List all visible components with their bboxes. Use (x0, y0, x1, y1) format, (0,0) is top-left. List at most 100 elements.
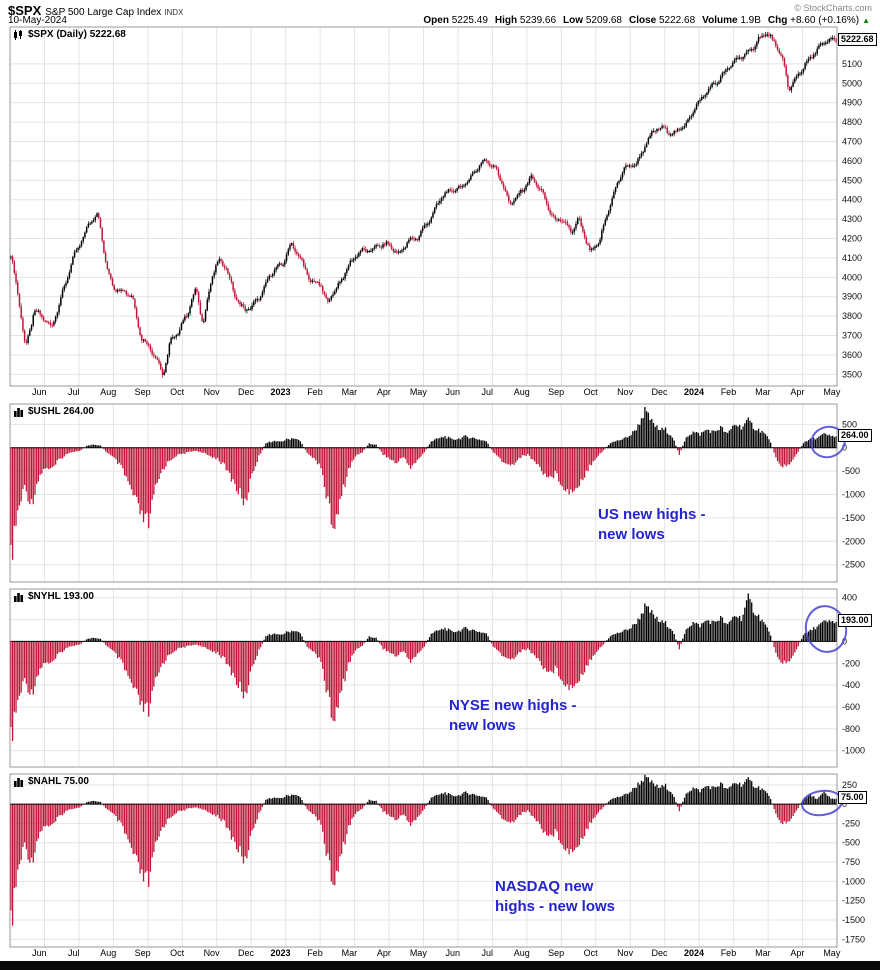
spx-y-tick: 5100 (842, 59, 862, 69)
month-label: May (823, 387, 841, 397)
quote-field-value: 5209.68 (583, 15, 622, 26)
copyright-text: © StockCharts.com (794, 3, 872, 13)
index-name: S&P 500 Large Cap Index (45, 7, 162, 18)
month-label: Sep (134, 387, 151, 397)
legend-nahl-text: $NAHL 75.00 (28, 776, 89, 787)
nahl-y-tick: -1750 (842, 934, 865, 944)
annotation-nyhl-line2: new lows (449, 717, 516, 734)
quote-field-value: 1.9B (737, 15, 761, 26)
spx-panel: 5100 5000 4900 4800 4700 4600 4500 4400 4300 4200… (9, 26, 862, 387)
price-label-ushl: 264.00 (838, 429, 872, 442)
ushl-y-tick: -2500 (842, 560, 865, 570)
month-label: May (823, 948, 841, 958)
month-label: Apr (790, 387, 805, 397)
month-label: Jul (481, 387, 493, 397)
month-label: Mar (755, 387, 771, 397)
x-axis-months-bottom: Jun Jul Aug Sep Oct Nov Dec 2023 Feb Mar Apr May Jun… (0, 948, 880, 962)
annotation-ushl-line1: US new highs - (598, 506, 706, 523)
nahl-panel: 250 0 -250 -500 -750 -1000 -1250 -1500 -1750 (9, 773, 865, 948)
month-label: Jun (32, 948, 47, 958)
month-label: Sep (548, 948, 565, 958)
quote-field-label: Close (628, 15, 657, 26)
quote-row: 10-May-2024 Open 5225.49 High 5239.66 Low … (8, 15, 872, 27)
chart-header: $SPX S&P 500 Large Cap Index INDX © StockC… (8, 2, 872, 18)
nyhl-y-tick: -1000 (842, 746, 865, 756)
legend-ushl-text: $USHL 264.00 (28, 406, 94, 417)
month-label: Dec (238, 387, 255, 397)
price-label-spx: 5222.68 (838, 33, 877, 46)
spx-series-layer (10, 31, 837, 378)
month-label: May (409, 387, 427, 397)
spx-y-tick: 4600 (842, 156, 862, 166)
spx-y-tick: 3600 (842, 350, 862, 360)
x-axis-months-top: Jun Jul Aug Sep Oct Nov Dec 2023 Feb Mar Apr May Jun… (0, 387, 880, 401)
month-label: Jul (67, 387, 80, 397)
month-label: Jun (32, 387, 47, 397)
annotation-nahl-line2: highs - new lows (495, 898, 616, 915)
spx-y-tick: 4200 (842, 234, 862, 244)
annotation-nahl: NASDAQ new highs - new lows (495, 877, 615, 917)
nyhl-y-tick: -600 (842, 702, 860, 712)
month-label: Oct (170, 948, 185, 958)
month-label: Sep (548, 387, 565, 397)
month-label: Nov (617, 387, 634, 397)
quote-field-label: Low (563, 15, 584, 26)
month-label: Oct (583, 387, 598, 397)
nahl-y-tick: -500 (842, 838, 860, 848)
month-label: Aug (513, 948, 530, 958)
spx-y-tick: 4000 (842, 272, 862, 282)
spx-y-tick: 4900 (842, 98, 862, 108)
month-label: Apr (376, 948, 391, 958)
price-label-nyhl: 193.00 (838, 614, 872, 627)
legend-spx: $SPX (Daily) 5222.68 (13, 29, 126, 40)
spx-y-tick: 3500 (842, 369, 862, 379)
quote-field-value: 5239.66 (517, 15, 557, 26)
price-label-nahl: 75.00 (838, 791, 867, 804)
month-label: Nov (617, 948, 634, 958)
month-label: Aug (513, 387, 530, 397)
month-label: Dec (651, 387, 668, 397)
exchange-label: INDX (164, 8, 184, 17)
legend-ushl: $USHL 264.00 (13, 406, 94, 417)
spx-y-tick: 3800 (842, 311, 862, 321)
nyhl-y-tick: -400 (842, 680, 860, 690)
spx-y-tick: 5000 (842, 78, 862, 88)
legend-nyhl-text: $NYHL 193.00 (28, 591, 94, 602)
annotation-nahl-line1: NASDAQ new (495, 878, 594, 895)
nyhl-series-layer (10, 593, 837, 742)
nahl-y-tick: 0 (842, 799, 847, 809)
bottom-divider-bar (0, 961, 880, 970)
histogram-icon (14, 407, 23, 417)
month-label: Jun (445, 948, 461, 958)
month-label: Nov (203, 387, 220, 397)
month-label: Mar (755, 948, 771, 958)
spx-y-tick: 4400 (842, 195, 862, 205)
annotation-ushl: US new highs - new lows (598, 505, 706, 545)
quote-field-value: 5222.68 (656, 15, 696, 26)
spx-y-tick: 4500 (842, 175, 862, 185)
ushl-y-tick: -2000 (842, 536, 865, 546)
quote-field-value: +8.60 (+0.16%) (787, 15, 860, 26)
ushl-series-layer (10, 407, 837, 560)
candlestick-icon (14, 29, 22, 40)
ushl-y-tick: -1000 (842, 490, 865, 500)
month-label: Jun (445, 387, 461, 397)
spx-y-tick: 4800 (842, 117, 862, 127)
month-label: 2023 (270, 387, 291, 397)
nahl-y-tick: -250 (842, 818, 860, 828)
ohlc-quote: Open 5225.49 High 5239.66 Low 5209.68 Close… (416, 15, 870, 26)
month-label: Aug (100, 387, 117, 397)
nyhl-y-tick: -200 (842, 658, 860, 668)
date-label: 10-May-2024 (8, 15, 67, 26)
nahl-y-tick: -1250 (842, 896, 865, 906)
spx-y-tick: 3900 (842, 292, 862, 302)
nahl-y-tick: -750 (842, 857, 860, 867)
month-label: Sep (134, 948, 151, 958)
spx-y-tick: 4100 (842, 253, 862, 263)
month-label: Feb (720, 387, 737, 397)
histogram-icon (14, 592, 23, 602)
month-label: Jul (481, 948, 493, 958)
nyhl-panel: 4002000-200-400-600-800-1000 (9, 588, 865, 768)
ushl-y-tick: -500 (842, 466, 860, 476)
month-label: Mar (341, 948, 358, 958)
